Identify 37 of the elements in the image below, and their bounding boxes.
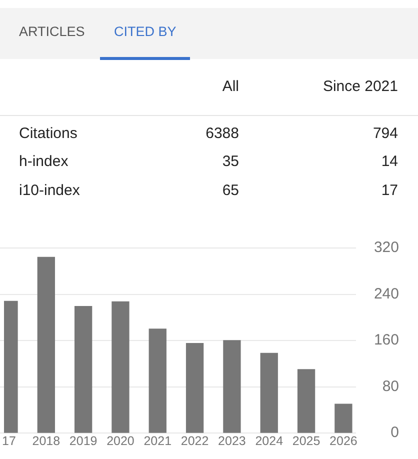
text: Since 2021 [322, 78, 398, 96]
text: 6388 [206, 125, 239, 143]
y-tick-label: 240 [374, 285, 399, 302]
text: 14 [381, 153, 398, 171]
bar [223, 340, 241, 433]
text: 35 [222, 153, 239, 171]
text: Citations [19, 125, 78, 143]
x-tick-label: 2020 [106, 434, 134, 448]
x-tick-label: 2021 [144, 434, 172, 448]
bar [186, 343, 204, 433]
bar [148, 328, 166, 433]
text: i10-index [19, 182, 80, 200]
x-tick-label: 2024 [255, 434, 284, 448]
x-tick-label: 2018 [32, 434, 60, 448]
x-tick-label: 2019 [69, 434, 98, 448]
text: 65 [222, 182, 239, 200]
bar [112, 301, 130, 433]
bar [334, 404, 352, 433]
text: ARTICLES [19, 24, 85, 40]
bar [297, 369, 316, 433]
y-tick-label: 80 [382, 378, 399, 395]
text: 794 [372, 125, 398, 143]
x-tick-label: 17 [2, 434, 16, 448]
text: 17 [381, 182, 398, 200]
x-tick-label: 2026 [330, 434, 358, 448]
y-tick-label: 320 [374, 239, 399, 256]
x-tick-label: 2023 [218, 434, 246, 448]
y-tick-label: 160 [374, 332, 399, 349]
text: All [222, 78, 239, 96]
bar [74, 306, 92, 433]
y-tick-label: 0 [390, 424, 399, 442]
bar [37, 256, 55, 433]
bar [260, 352, 278, 433]
x-tick-label: 2022 [180, 434, 209, 448]
x-tick-label: 2025 [292, 434, 320, 448]
text: CITED BY [114, 24, 176, 40]
text: h-index [19, 153, 68, 171]
